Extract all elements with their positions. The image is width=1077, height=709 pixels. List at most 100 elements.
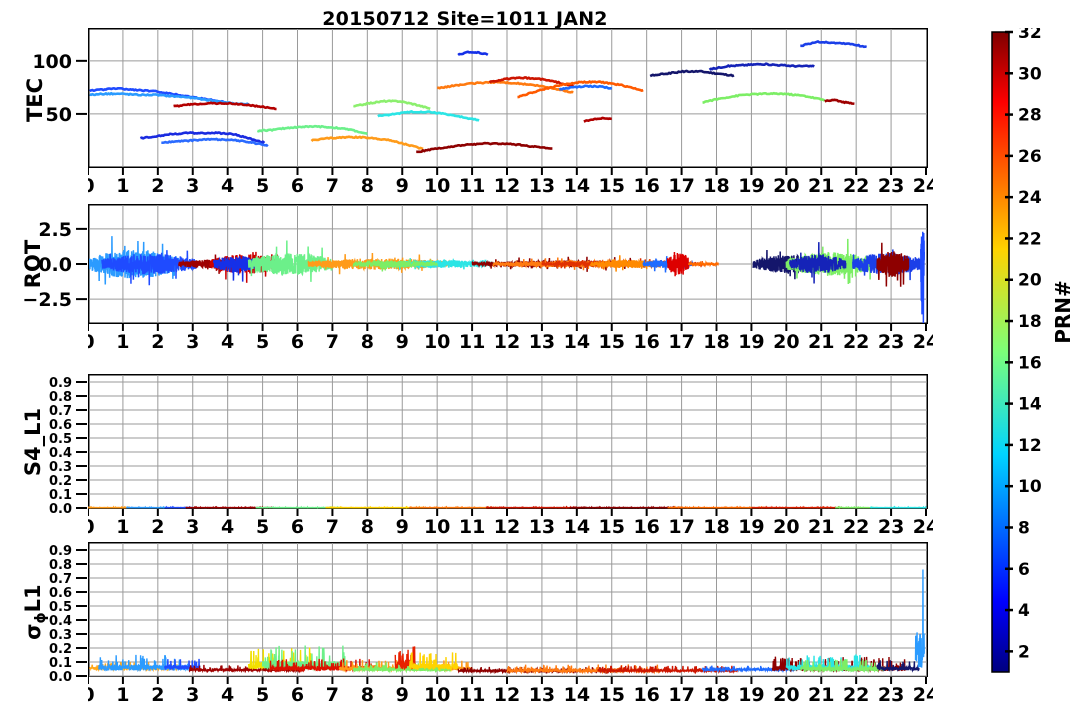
- panel-sigmaphi-l1: [88, 542, 928, 677]
- svg-text:22: 22: [843, 516, 869, 535]
- svg-text:5: 5: [256, 516, 269, 535]
- svg-text:0.0: 0.0: [49, 502, 72, 514]
- svg-text:0.6: 0.6: [49, 586, 72, 601]
- svg-text:0.5: 0.5: [49, 432, 72, 447]
- svg-text:0: 0: [88, 175, 95, 194]
- svg-text:3: 3: [186, 684, 199, 703]
- svg-text:10: 10: [424, 175, 450, 194]
- svg-text:8: 8: [361, 516, 374, 535]
- colorbar-label: PRN#: [1051, 280, 1075, 344]
- svg-text:20: 20: [773, 175, 799, 194]
- svg-text:22: 22: [843, 175, 869, 194]
- svg-text:2: 2: [151, 516, 164, 535]
- svg-text:15: 15: [599, 175, 625, 194]
- svg-text:9: 9: [396, 684, 409, 703]
- svg-text:10: 10: [424, 331, 450, 350]
- svg-text:19: 19: [738, 331, 764, 350]
- panel-rot: [88, 204, 928, 324]
- figure-title: 20150712 Site=1011 JAN2: [322, 8, 608, 30]
- svg-text:32: 32: [1018, 28, 1042, 43]
- svg-text:0.6: 0.6: [49, 418, 72, 433]
- svg-text:12: 12: [1018, 436, 1042, 456]
- svg-text:19: 19: [738, 175, 764, 194]
- svg-text:28: 28: [1018, 106, 1042, 126]
- svg-text:22: 22: [843, 331, 869, 350]
- svg-text:6: 6: [291, 175, 304, 194]
- svg-text:16: 16: [633, 516, 659, 535]
- svg-text:0.5: 0.5: [49, 600, 72, 615]
- svg-text:4: 4: [221, 516, 234, 535]
- svg-text:0.3: 0.3: [49, 628, 72, 643]
- svg-text:23: 23: [878, 516, 904, 535]
- svg-text:20: 20: [773, 516, 799, 535]
- svg-text:10: 10: [424, 684, 450, 703]
- svg-text:3: 3: [186, 331, 199, 350]
- svg-text:−2.5: −2.5: [22, 289, 72, 311]
- svg-text:23: 23: [878, 175, 904, 194]
- svg-text:0: 0: [88, 331, 95, 350]
- svg-text:12: 12: [494, 331, 520, 350]
- svg-text:100: 100: [32, 51, 72, 73]
- svg-text:18: 18: [703, 175, 729, 194]
- svg-text:21: 21: [808, 516, 834, 535]
- svg-text:19: 19: [738, 516, 764, 535]
- svg-text:19: 19: [738, 684, 764, 703]
- svg-text:16: 16: [633, 684, 659, 703]
- svg-text:20: 20: [773, 684, 799, 703]
- svg-text:0.1: 0.1: [49, 488, 72, 503]
- svg-text:0.0: 0.0: [38, 254, 72, 276]
- svg-text:26: 26: [1018, 147, 1042, 167]
- svg-text:10: 10: [1018, 477, 1042, 497]
- svg-text:22: 22: [843, 684, 869, 703]
- svg-text:9: 9: [396, 516, 409, 535]
- svg-text:6: 6: [291, 331, 304, 350]
- svg-text:7: 7: [326, 175, 339, 194]
- svg-text:17: 17: [668, 175, 694, 194]
- svg-text:7: 7: [326, 516, 339, 535]
- svg-text:6: 6: [291, 516, 304, 535]
- svg-text:24: 24: [913, 516, 933, 535]
- svg-text:14: 14: [564, 331, 590, 350]
- svg-text:3: 3: [186, 516, 199, 535]
- svg-text:7: 7: [326, 684, 339, 703]
- svg-text:16: 16: [633, 331, 659, 350]
- svg-text:17: 17: [668, 516, 694, 535]
- svg-text:15: 15: [599, 684, 625, 703]
- sigmaphi-plot-area: [88, 542, 928, 677]
- svg-text:5: 5: [256, 684, 269, 703]
- svg-text:0.2: 0.2: [49, 642, 72, 657]
- svg-text:18: 18: [1018, 312, 1042, 332]
- svg-text:11: 11: [459, 516, 485, 535]
- svg-text:0.4: 0.4: [49, 446, 72, 461]
- svg-text:6: 6: [1018, 560, 1030, 580]
- svg-text:1: 1: [116, 331, 129, 350]
- rot-plot-area: [88, 204, 928, 324]
- svg-text:8: 8: [361, 684, 374, 703]
- svg-text:3: 3: [186, 175, 199, 194]
- svg-text:15: 15: [599, 516, 625, 535]
- svg-text:0.8: 0.8: [49, 558, 72, 573]
- svg-text:14: 14: [564, 684, 590, 703]
- svg-text:18: 18: [703, 516, 729, 535]
- svg-text:8: 8: [361, 175, 374, 194]
- svg-text:20: 20: [1018, 271, 1042, 291]
- svg-text:7: 7: [326, 331, 339, 350]
- svg-text:8: 8: [361, 331, 374, 350]
- svg-text:30: 30: [1018, 64, 1042, 84]
- s4l1-y-axis: 0.00.10.20.30.40.50.60.70.80.9: [49, 376, 87, 514]
- panel-s4l1: [88, 374, 928, 509]
- svg-text:24: 24: [913, 684, 933, 703]
- svg-text:0.7: 0.7: [49, 572, 72, 587]
- svg-text:9: 9: [396, 331, 409, 350]
- svg-text:22: 22: [1018, 229, 1042, 249]
- svg-text:0.7: 0.7: [49, 404, 72, 419]
- svg-text:13: 13: [529, 175, 555, 194]
- svg-text:0.9: 0.9: [49, 544, 72, 559]
- svg-text:6: 6: [291, 684, 304, 703]
- svg-text:14: 14: [564, 516, 590, 535]
- svg-text:23: 23: [878, 684, 904, 703]
- svg-text:2: 2: [151, 175, 164, 194]
- svg-text:0.2: 0.2: [49, 474, 72, 489]
